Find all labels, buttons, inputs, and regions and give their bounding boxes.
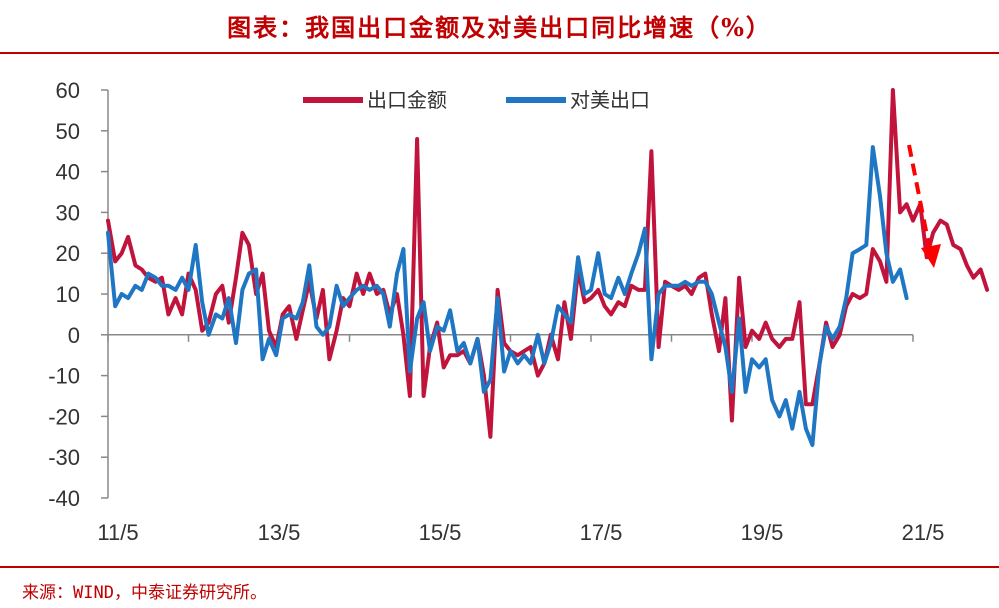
chart-canvas: 60 50 40 30 20 10 0 -10 -20 -30 -40 11/5 13/5 15/5 17/… <box>48 78 990 545</box>
bottom-rule <box>0 566 999 568</box>
series-layer <box>106 88 990 447</box>
y-tick-label: 30 <box>56 200 80 225</box>
y-tick-label: 20 <box>56 241 80 266</box>
trend-arrow-shaft <box>907 144 931 247</box>
y-tick-label: 60 <box>56 78 80 103</box>
axes: 60 50 40 30 20 10 0 -10 -20 -30 -40 11/5 13/5 15/5 17/… <box>48 78 944 545</box>
series-line-0 <box>106 88 990 439</box>
source-note: 来源：WIND，中泰证券研究所。 <box>22 583 267 603</box>
y-tick-label: -40 <box>48 486 80 511</box>
y-tick-label: 0 <box>68 323 80 348</box>
x-tick-label: 21/5 <box>902 520 945 545</box>
y-tick-label: 40 <box>56 160 80 185</box>
legend: 出口金额 对美出口 <box>303 88 650 112</box>
trend-arrow-head <box>921 244 941 268</box>
x-tick-label: 13/5 <box>258 520 301 545</box>
top-rule <box>0 52 999 54</box>
annotation-layer <box>907 144 941 268</box>
chart-title: 图表：我国出口金额及对美出口同比增速（%） <box>227 13 772 42</box>
y-tick-label: 10 <box>56 282 80 307</box>
x-tick-label: 11/5 <box>97 520 138 545</box>
y-tick-label: -20 <box>48 404 80 429</box>
y-tick-label: -30 <box>48 445 80 470</box>
y-tick-label: 50 <box>56 119 80 144</box>
x-tick-label: 17/5 <box>580 520 623 545</box>
legend-label: 出口金额 <box>367 88 447 112</box>
series-line-1 <box>106 145 909 447</box>
y-tick-label: -10 <box>48 364 80 389</box>
x-tick-label: 19/5 <box>741 520 784 545</box>
legend-label: 对美出口 <box>570 88 650 112</box>
x-tick-label: 15/5 <box>419 520 462 545</box>
